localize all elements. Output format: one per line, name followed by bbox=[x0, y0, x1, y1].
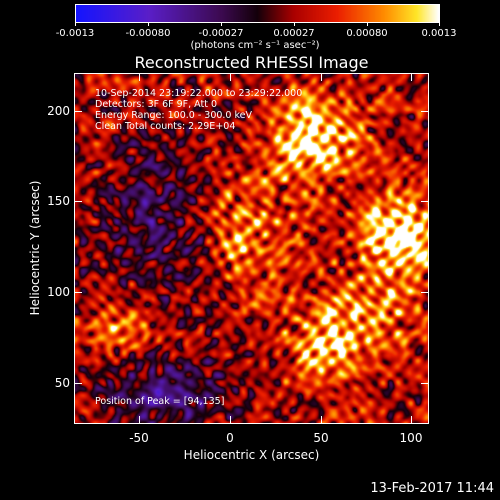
x-tick bbox=[139, 73, 140, 81]
y-tick bbox=[74, 201, 82, 202]
x-tick bbox=[321, 416, 322, 424]
x-tick bbox=[411, 416, 412, 424]
x-tick-label: -50 bbox=[129, 431, 149, 445]
colorbar-tick-label: 0.00080 bbox=[346, 28, 388, 39]
y-tick bbox=[74, 111, 82, 112]
x-tick bbox=[230, 73, 231, 81]
energy-range-text: Energy Range: 100.0 - 300.0 keV bbox=[95, 110, 252, 121]
plot-title: Reconstructed RHESSI Image bbox=[134, 53, 369, 72]
x-tick bbox=[321, 73, 322, 81]
y-tick-label: 100 bbox=[47, 285, 70, 299]
colorbar-tick-label: -0.00027 bbox=[198, 28, 244, 39]
detectors-text: Detectors: 3F 6F 9F, Att 0 bbox=[95, 99, 218, 110]
colorbar-units: (photons cm⁻² s⁻¹ asec⁻²) bbox=[190, 40, 320, 51]
y-tick bbox=[421, 201, 429, 202]
y-tick bbox=[421, 111, 429, 112]
peak-position-text: Position of Peak = [94,135] bbox=[95, 396, 225, 407]
x-tick bbox=[230, 416, 231, 424]
y-tick bbox=[74, 383, 82, 384]
colorbar-tick bbox=[367, 22, 368, 26]
y-tick-label: 150 bbox=[47, 194, 70, 208]
colorbar-tick bbox=[148, 22, 149, 26]
colorbar-tick bbox=[75, 22, 76, 26]
y-tick bbox=[74, 292, 82, 293]
colorbar bbox=[75, 4, 440, 23]
x-axis-label: Heliocentric X (arcsec) bbox=[183, 448, 320, 462]
x-tick-label: 50 bbox=[313, 431, 329, 445]
clean-counts-text: Clean Total counts: 2.29E+04 bbox=[95, 121, 236, 132]
x-tick-label: 0 bbox=[226, 431, 234, 445]
colorbar-tick bbox=[221, 22, 222, 26]
plot-area: 10-Sep-2014 23:19:22.000 to 23:29:22.000… bbox=[74, 73, 429, 424]
y-tick bbox=[421, 383, 429, 384]
x-tick-label: 100 bbox=[399, 431, 423, 445]
colorbar-tick bbox=[294, 22, 295, 26]
colorbar-tick-label: 0.0013 bbox=[421, 28, 457, 39]
timestamp: 13-Feb-2017 11:44 bbox=[370, 481, 494, 496]
colorbar-tick-label: -0.00080 bbox=[125, 28, 171, 39]
y-tick bbox=[421, 292, 429, 293]
colorbar-tick-label: -0.0013 bbox=[55, 28, 95, 39]
heatmap-image bbox=[75, 74, 428, 423]
colorbar-tick-label: 0.00027 bbox=[273, 28, 315, 39]
x-tick bbox=[139, 416, 140, 424]
x-tick bbox=[411, 73, 412, 81]
time-range-text: 10-Sep-2014 23:19:22.000 to 23:29:22.000 bbox=[95, 88, 303, 99]
colorbar-tick bbox=[439, 22, 440, 26]
y-tick-label: 50 bbox=[54, 376, 70, 390]
y-tick-label: 200 bbox=[47, 104, 70, 118]
y-axis-label: Heliocentric Y (arcsec) bbox=[28, 180, 42, 316]
